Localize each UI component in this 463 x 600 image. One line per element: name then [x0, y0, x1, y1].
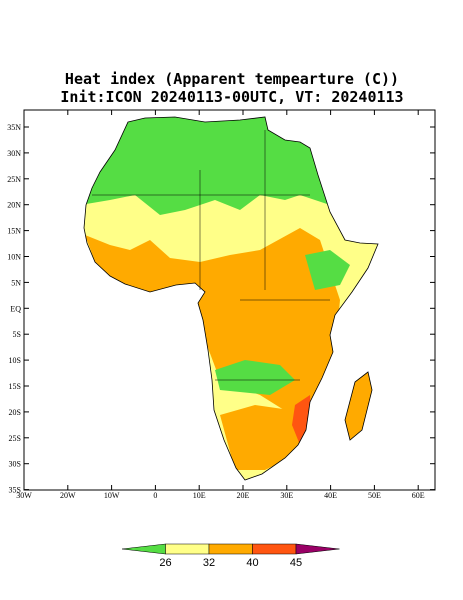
- colorbar: 26 32 40 45: [121, 543, 340, 569]
- zone-green-south: [215, 360, 295, 395]
- madagascar: [344, 371, 373, 441]
- colorbar-end: [121, 543, 166, 555]
- lon-label: 20W: [60, 491, 76, 500]
- lat-label: 30N: [7, 149, 21, 158]
- lat-label: 25S: [9, 434, 21, 443]
- lat-label: 5N: [11, 278, 21, 287]
- lat-label: 15S: [9, 382, 21, 391]
- zone-green-east: [305, 250, 350, 290]
- colorbar-box: [208, 543, 253, 555]
- colorbar-label: 32: [203, 557, 215, 569]
- colorbar-label: 40: [246, 557, 258, 569]
- subtitle: Init:ICON 20240113-00UTC, VT: 20240113: [60, 88, 403, 106]
- lat-label: 25N: [7, 175, 21, 184]
- lon-label: 50E: [368, 491, 381, 500]
- lat-label: 15N: [7, 227, 21, 236]
- lon-label: 10W: [104, 491, 120, 500]
- lat-label: 10S: [9, 356, 21, 365]
- lat-label: EQ: [10, 304, 21, 313]
- lat-label: 30S: [9, 460, 21, 469]
- colorbar-end: [295, 543, 340, 555]
- lat-label: 5S: [13, 330, 21, 339]
- title: Heat index (Apparent tempearture (C)): [65, 70, 399, 88]
- lon-label: 0: [153, 491, 157, 500]
- lat-label: 35S: [9, 486, 21, 495]
- colorbar-box: [165, 543, 210, 555]
- lon-label: 30E: [280, 491, 293, 500]
- colorbar-label: 26: [159, 557, 171, 569]
- colorbar-box: [252, 543, 297, 555]
- lon-label: 60E: [412, 491, 425, 500]
- lat-label: 35N: [7, 123, 21, 132]
- lon-label: 10E: [193, 491, 206, 500]
- lon-label: 20E: [237, 491, 250, 500]
- borders: [92, 130, 330, 381]
- coastline: [83, 116, 379, 481]
- lon-label: 40E: [324, 491, 337, 500]
- lat-label: 20S: [9, 408, 21, 417]
- lon-label: 30W: [16, 491, 32, 500]
- lat-label: 20N: [7, 201, 21, 210]
- lat-label: 10N: [7, 253, 21, 262]
- zone-orange-south: [220, 405, 305, 470]
- colorbar-label: 45: [290, 557, 302, 569]
- zone-green-north: [84, 117, 330, 215]
